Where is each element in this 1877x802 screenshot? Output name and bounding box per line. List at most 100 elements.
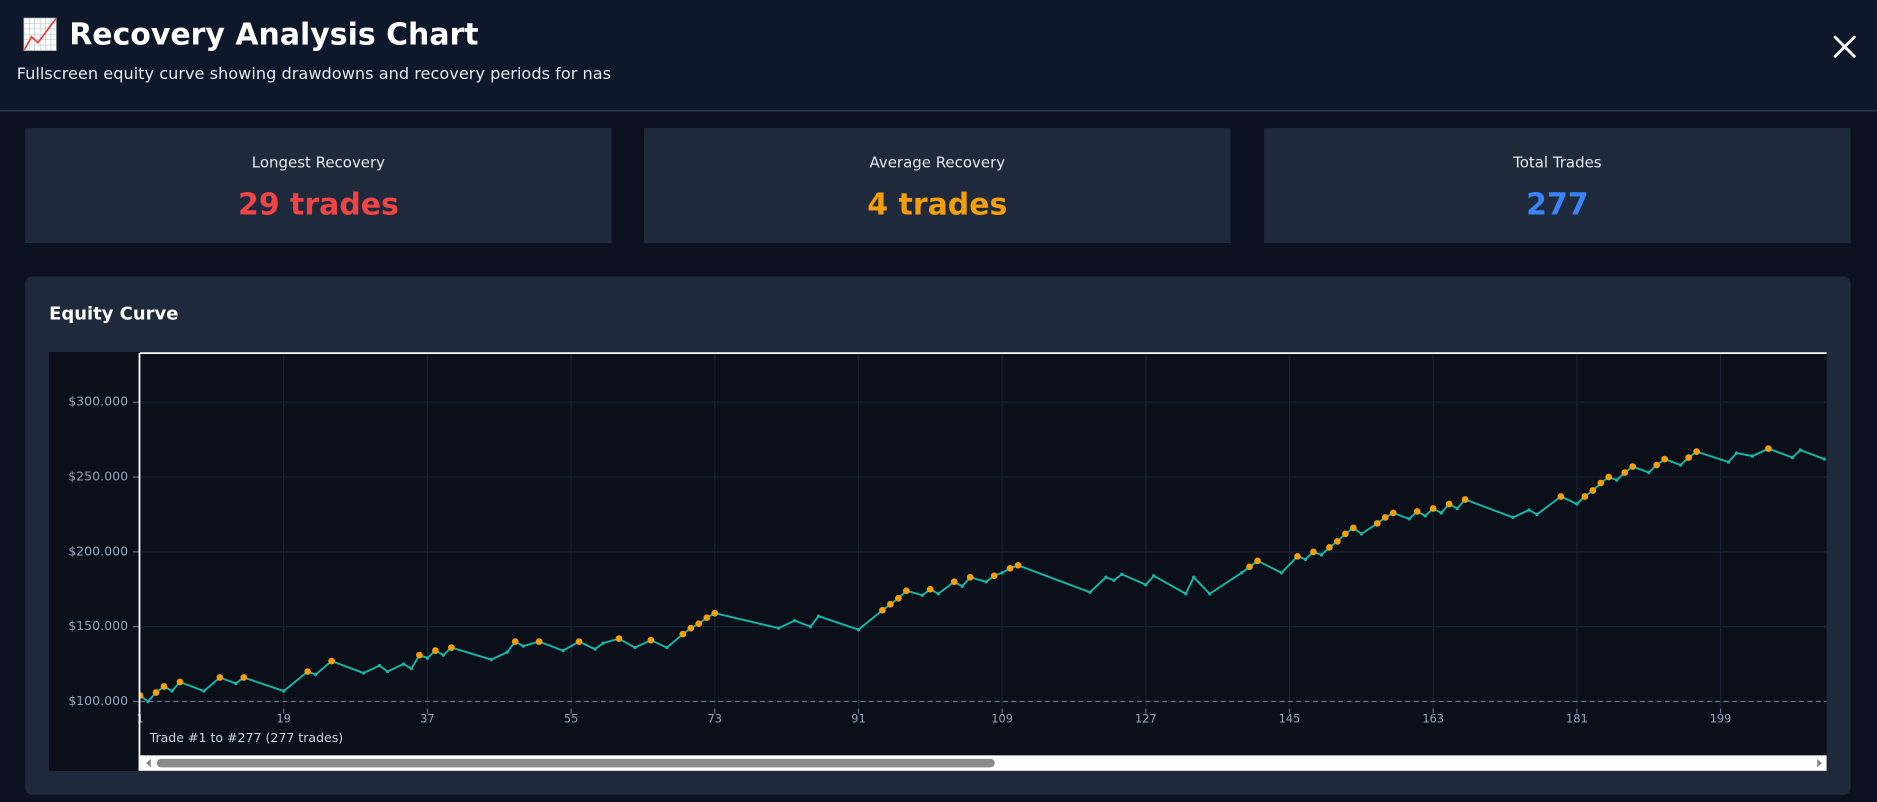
y-tick-label: $250.000 [68, 469, 128, 484]
equity-point [1192, 575, 1196, 579]
recovery-point [240, 674, 248, 681]
modal-subtitle: Fullscreen equity curve showing drawdown… [16, 64, 612, 84]
equity-point [1455, 506, 1459, 511]
recovery-point [1581, 493, 1589, 500]
equity-point [856, 627, 861, 632]
x-tick-label: 109 [991, 711, 1013, 725]
recovery-point [926, 585, 934, 593]
equity-point [1439, 511, 1443, 515]
recovery-point [950, 578, 958, 586]
recovery-point [1014, 561, 1022, 569]
x-tick-label: 163 [1422, 711, 1444, 725]
recovery-point [1429, 505, 1437, 512]
equity-point [984, 580, 988, 584]
recovery-point [575, 638, 583, 645]
stat-card: Average Recovery 4 trades [644, 128, 1231, 244]
equity-point [665, 645, 669, 650]
x-tick-label: 127 [1135, 711, 1157, 725]
equity-point [1734, 451, 1739, 455]
x-tick-label: 19 [277, 711, 291, 725]
recovery-point [1461, 496, 1469, 503]
recovery-point [1294, 552, 1301, 560]
recovery-point [1389, 509, 1397, 517]
equity-point [808, 624, 813, 629]
modal-title: 📈 Recovery Analysis Chart [21, 16, 479, 52]
recovery-point [1653, 461, 1661, 469]
recovery-point [160, 683, 168, 690]
range-label: Trade #1 to #277 (277 trades) [149, 730, 344, 745]
chart-title: Equity Curve [49, 302, 179, 325]
equity-point [1615, 478, 1619, 482]
recovery-point [1621, 469, 1629, 476]
equity-point [1000, 571, 1004, 575]
x-tick-label: 145 [1279, 711, 1301, 725]
equity-point [1575, 502, 1579, 506]
close-button[interactable] [1829, 31, 1860, 62]
equity-point [1822, 457, 1826, 461]
equity-point [960, 584, 964, 588]
equity-point [234, 681, 238, 686]
equity-point [593, 647, 597, 651]
equity-point [936, 592, 940, 596]
recovery-point [1381, 514, 1389, 521]
equity-point [489, 657, 493, 662]
equity-point [409, 666, 414, 671]
equity-point [401, 662, 406, 666]
equity-point [1303, 557, 1308, 562]
recovery-point [535, 638, 543, 645]
modal-header [0, 0, 1877, 112]
recovery-point [1629, 463, 1637, 470]
equity-point [1527, 508, 1531, 512]
stat-value: 4 trades [867, 186, 1008, 222]
recovery-point [1006, 564, 1014, 572]
recovery-point [1685, 454, 1692, 461]
equity-point [425, 656, 430, 660]
recovery-point [895, 594, 902, 602]
y-tick-label: $200.000 [68, 543, 128, 558]
stat-value: 29 trades [237, 186, 399, 222]
equity-point [1423, 514, 1427, 518]
equity-point [441, 653, 446, 657]
equity-point [361, 671, 366, 675]
recovery-point [1246, 563, 1253, 571]
equity-point [816, 614, 821, 618]
equity-point [1144, 583, 1148, 587]
stat-value: 277 [1526, 186, 1589, 222]
equity-point [146, 699, 150, 704]
scroll-arrow [1817, 758, 1822, 768]
x-tick-label: 91 [851, 711, 865, 725]
recovery-point [1557, 493, 1565, 500]
recovery-point [679, 630, 687, 638]
recovery-point [1445, 500, 1453, 508]
recovery-point [687, 624, 695, 632]
x-tick-label: 55 [564, 711, 578, 725]
recovery-point [1254, 557, 1261, 565]
recovery-point [1693, 448, 1700, 455]
stat-card: Total Trades 277 [1264, 128, 1851, 244]
recovery-point [1373, 520, 1381, 527]
recovery-point [511, 638, 519, 645]
recovery-point [887, 600, 894, 608]
x-tick-label: 37 [420, 711, 434, 725]
recovery-point [328, 657, 335, 665]
equity-point [1279, 571, 1284, 575]
equity-point [561, 648, 565, 653]
recovery-point [140, 692, 144, 699]
recovery-point [448, 644, 455, 651]
recovery-point [703, 614, 711, 622]
stat-label: Total Trades [1513, 153, 1602, 172]
scrollbar-thumb [156, 758, 995, 768]
equity-point [776, 626, 781, 630]
equity-point [1120, 572, 1124, 576]
equity-point [1359, 532, 1364, 536]
equity-point [920, 593, 924, 597]
recovery-point [432, 647, 439, 654]
recovery-point [879, 606, 886, 614]
recovery-point [1310, 548, 1317, 556]
equity-point [1152, 574, 1156, 578]
recovery-point [176, 678, 184, 686]
recovery-point [304, 668, 312, 675]
equity-line [140, 447, 1825, 703]
